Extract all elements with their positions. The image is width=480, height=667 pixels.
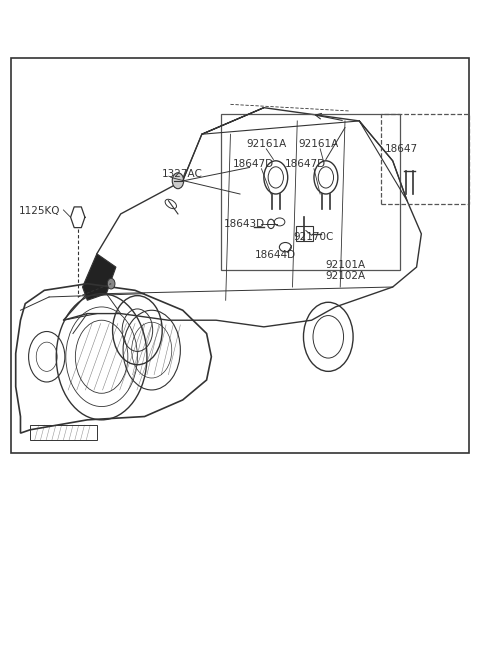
Text: 18647: 18647 (385, 144, 418, 154)
Circle shape (172, 173, 184, 189)
Text: 1125KQ: 1125KQ (19, 205, 60, 215)
Text: 92170C: 92170C (294, 232, 334, 242)
Circle shape (268, 219, 275, 229)
Text: 92161A: 92161A (299, 139, 339, 149)
Polygon shape (83, 253, 116, 300)
Text: 1327AC: 1327AC (162, 169, 203, 179)
Text: 18643D: 18643D (224, 219, 265, 229)
Text: 92161A: 92161A (246, 139, 287, 149)
Text: 18647D: 18647D (232, 159, 274, 169)
Circle shape (108, 278, 115, 289)
Text: 18644D: 18644D (255, 250, 296, 260)
Text: 18647D: 18647D (285, 159, 326, 169)
Text: 92101A
92102A: 92101A 92102A (325, 259, 365, 281)
